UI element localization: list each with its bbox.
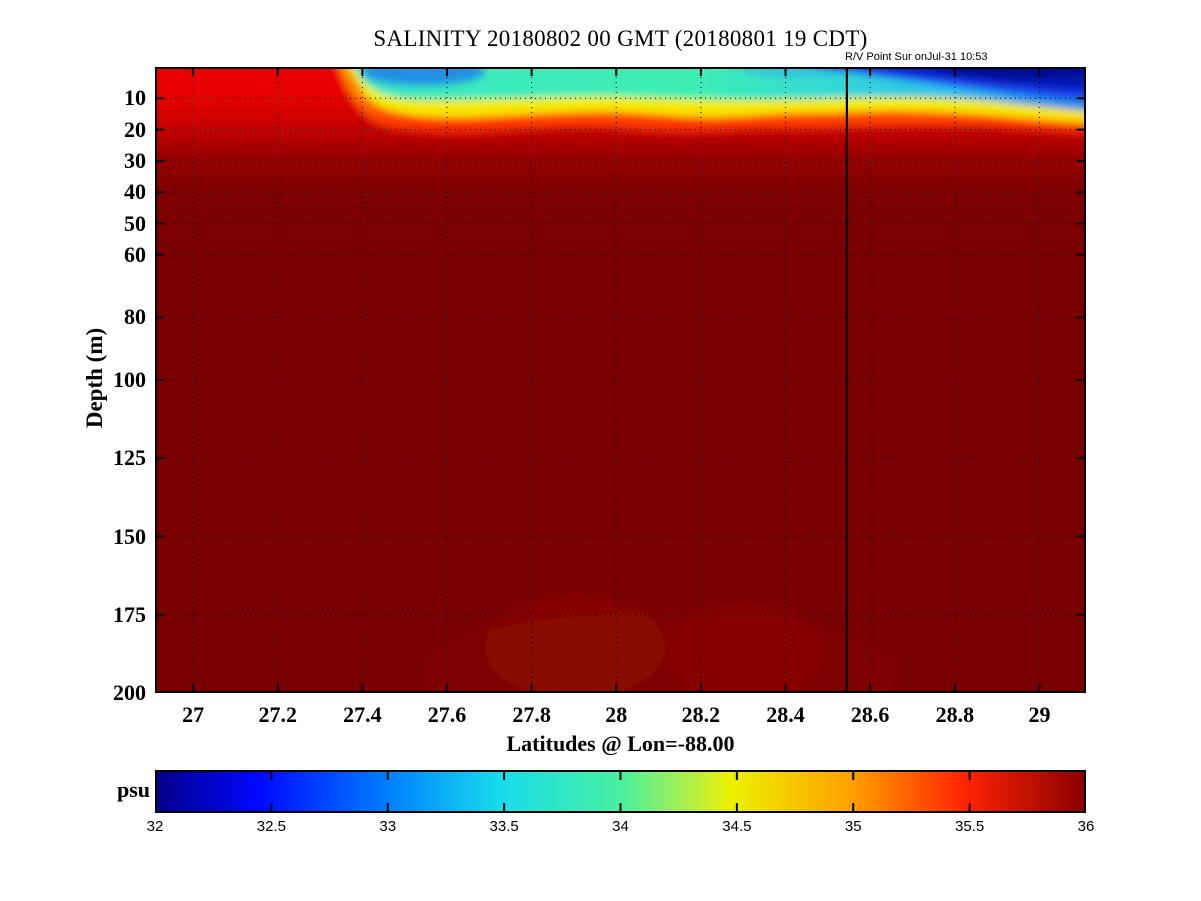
x-tick-label: 27 (182, 702, 205, 727)
x-tick-label: 29 (1028, 702, 1051, 727)
blue-surface-patch (361, 67, 485, 86)
colorbar-unit-label: psu (116, 777, 150, 802)
ship-track-annotation: R/V Point Sur onJul-31 10:53 (845, 51, 988, 63)
colorbar-ticks (270, 772, 971, 811)
x-tick-label: 28.4 (766, 702, 805, 727)
colorbar-tick-label: 32 (146, 818, 164, 835)
y-tick-label: 100 (113, 367, 146, 392)
colorbar-tick-label: 32.5 (256, 818, 286, 835)
x-tick-label: 27.6 (427, 702, 467, 727)
y-tick-label: 175 (113, 601, 146, 627)
x-tick-label: 28.2 (681, 702, 721, 727)
x-tick-label: 27.4 (343, 702, 382, 727)
x-tick-label: 28.6 (850, 702, 890, 727)
grid-lines (155, 67, 1086, 693)
colorbar-tick-label: 34 (612, 818, 629, 835)
y-tick-label: 30 (124, 147, 146, 173)
y-tick-label: 60 (124, 241, 146, 267)
x-tick-label: 28 (605, 702, 628, 727)
y-tick-label: 200 (113, 680, 146, 705)
darkest-navy-patch (940, 67, 1086, 78)
x-tick-label: 27.2 (258, 702, 297, 727)
bottom-bright-patch (420, 612, 900, 693)
y-tick-label: 10 (124, 85, 146, 111)
blue-surface-patch (740, 67, 850, 78)
y-tick-label: 80 (124, 304, 146, 330)
x-tick-label: 28.8 (935, 702, 975, 727)
colorbar-tick-label: 33 (379, 818, 397, 835)
colorbar (155, 770, 1086, 813)
y-tick-label: 40 (124, 179, 146, 205)
salinity-heatmap (155, 67, 1086, 693)
colorbar-tick-label: 35.5 (955, 818, 985, 835)
chart-title: SALINITY 20180802 00 GMT (20180801 19 CD… (373, 26, 868, 51)
colorbar-tick-label: 33.5 (489, 818, 519, 835)
plot-border (155, 67, 1086, 693)
y-tick-label: 125 (113, 445, 146, 471)
colorbar-tick-label: 36 (1077, 818, 1095, 835)
y-tick-label: 50 (124, 210, 146, 236)
colorbar-tick-label: 34.5 (722, 818, 752, 835)
colorbar-tick-label: 35 (844, 818, 862, 835)
y-tick-label: 20 (124, 116, 146, 142)
x-axis-label: Latitudes @ Lon=-88.00 (506, 731, 735, 756)
x-tick-label: 27.8 (512, 702, 551, 727)
y-tick-label: 150 (113, 523, 146, 549)
